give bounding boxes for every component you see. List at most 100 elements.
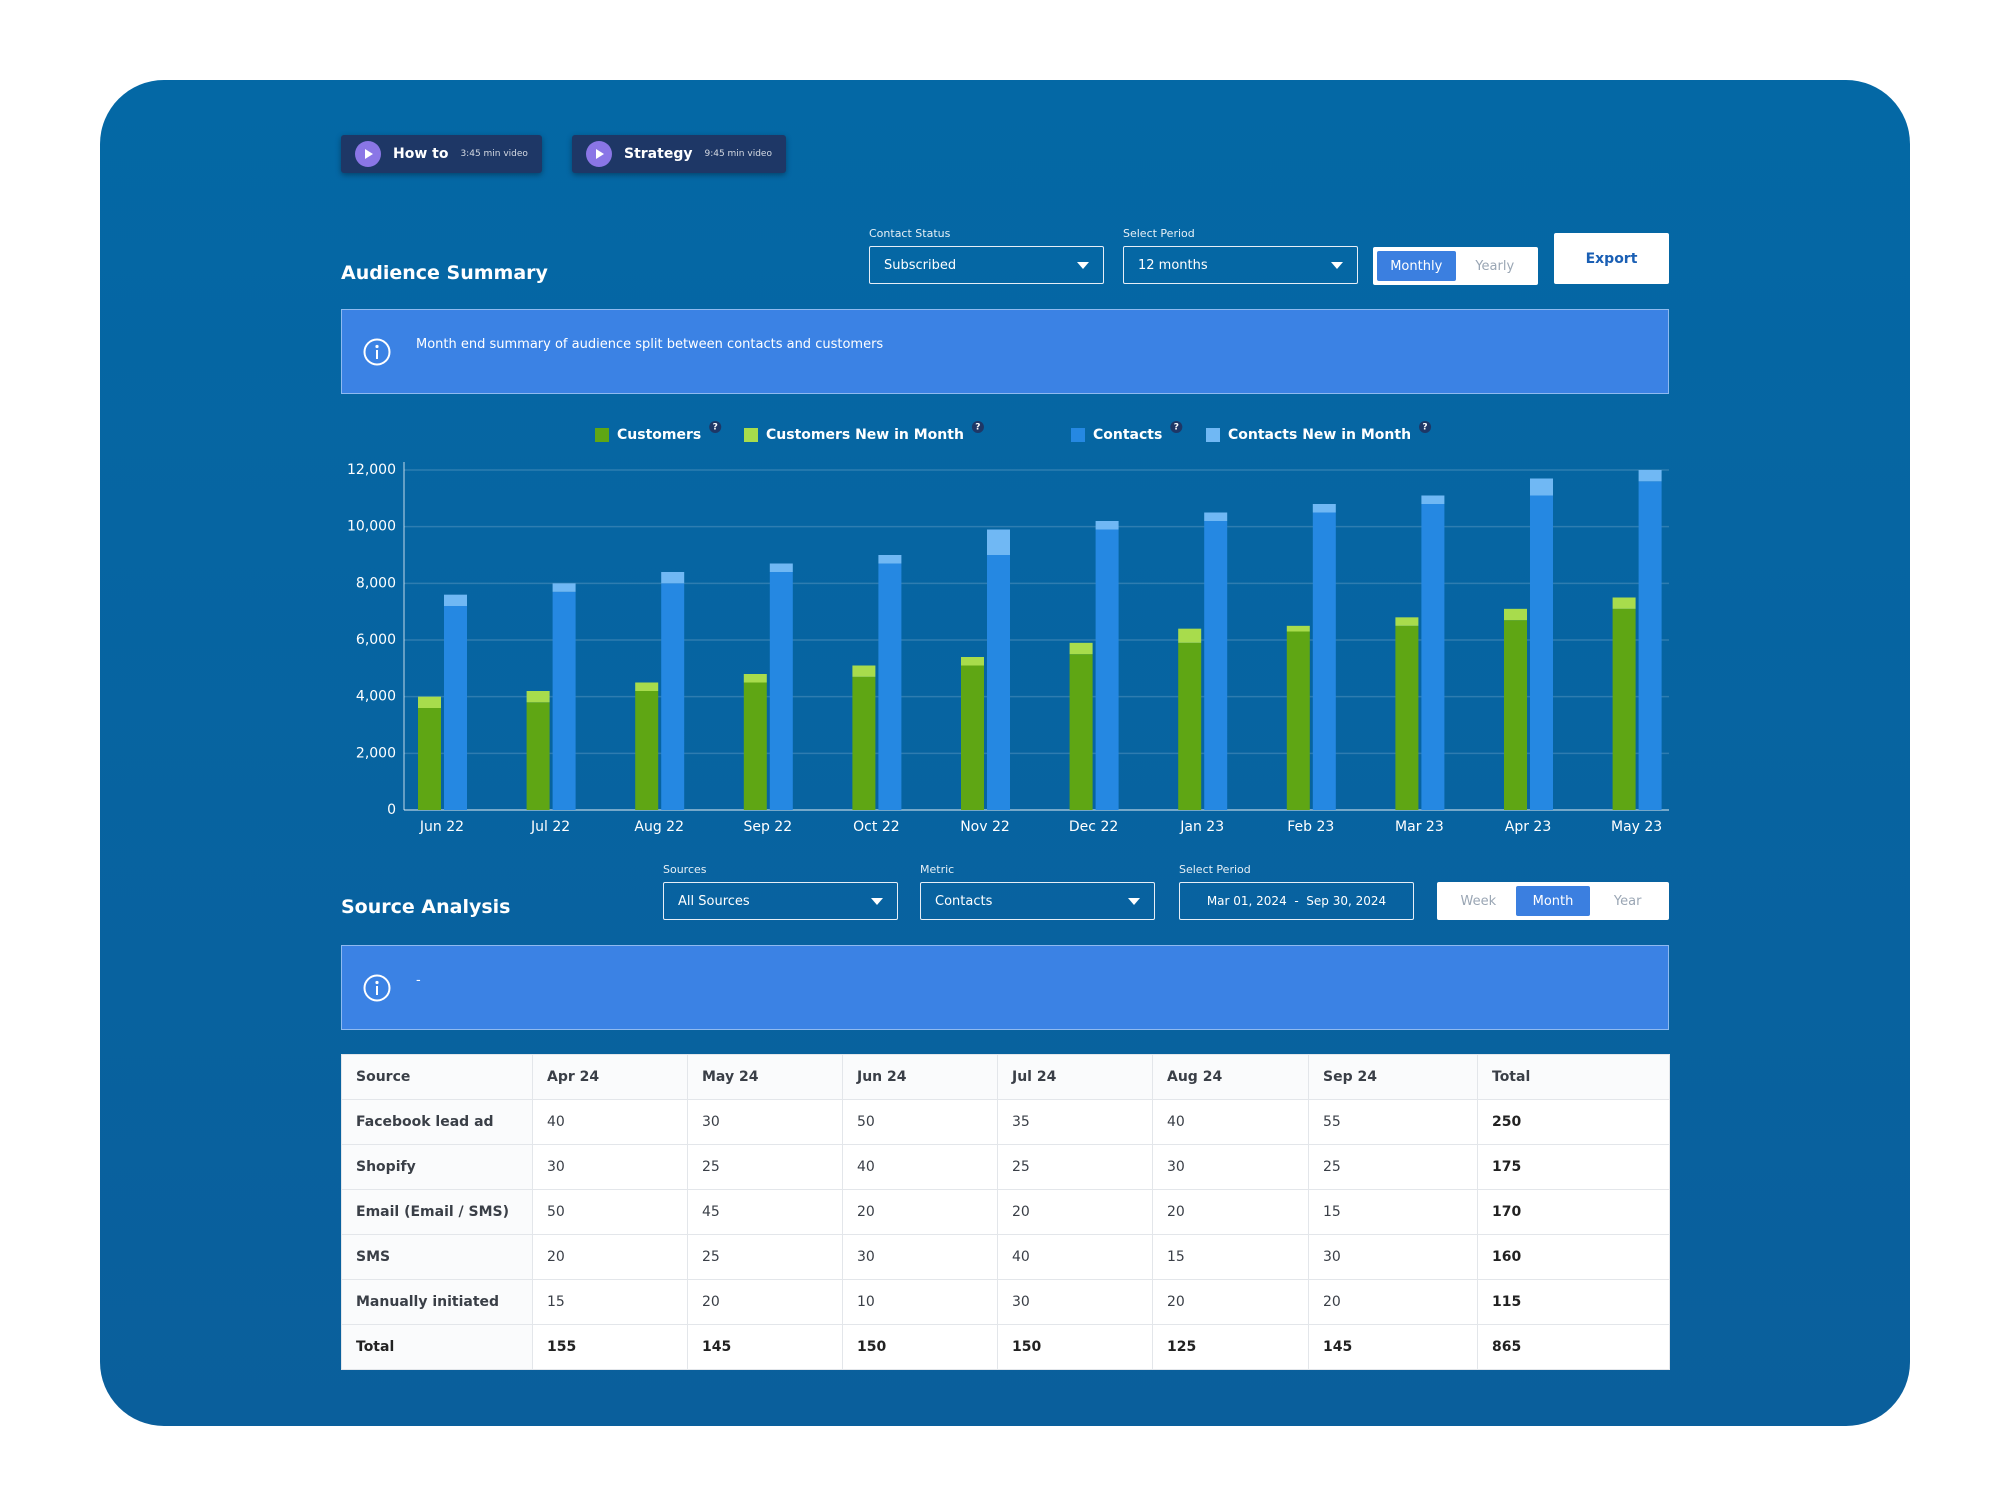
table-cell: 50	[842, 1099, 998, 1145]
table-header-cell: Source	[341, 1054, 533, 1100]
help-icon	[1419, 421, 1432, 433]
table-cell: 15	[1308, 1189, 1478, 1235]
bar	[852, 665, 876, 677]
y-tick-label: 10,000	[347, 519, 396, 535]
dropdown-value: 12 months	[1138, 257, 1208, 273]
table-row: Manually initiated 15 20 10 30 20 20 115	[341, 1279, 1670, 1325]
x-tick-label: Oct 22	[853, 819, 899, 835]
export-button[interactable]: Export	[1554, 233, 1669, 284]
dropdown[interactable]: All Sources	[663, 882, 898, 920]
info-text: Month end summary of audience split betw…	[416, 337, 884, 352]
table-cell: 50	[532, 1189, 688, 1235]
dropdown-value: Contacts	[935, 893, 993, 909]
legend-swatch	[1206, 428, 1220, 442]
table-row: SMS 20 25 30 40 15 30 160	[341, 1234, 1670, 1280]
table-cell: Facebook lead ad	[341, 1099, 533, 1145]
table-cell: 20	[997, 1189, 1153, 1235]
x-tick-label: Feb 23	[1287, 819, 1334, 835]
table-cell: 25	[687, 1144, 843, 1190]
bar	[635, 691, 659, 810]
bar	[743, 682, 767, 810]
legend-swatch	[595, 428, 609, 442]
y-tick-label: 6,000	[356, 632, 396, 648]
video-button[interactable]: How to 3:45 min video	[341, 135, 542, 173]
table-cell: 160	[1477, 1234, 1670, 1280]
table-cell: 865	[1477, 1324, 1670, 1370]
bar	[661, 572, 685, 584]
bar	[878, 555, 902, 564]
table-header-row: Source Apr 24 May 24 Jun 24 Jul 24 Aug 24 Sep …	[341, 1054, 1670, 1100]
table-row: Shopify 30 25 40 25 30 25 175	[341, 1144, 1670, 1190]
table-cell: 20	[1308, 1279, 1478, 1325]
y-tick-label: 2,000	[356, 745, 396, 761]
y-tick-label: 12,000	[347, 462, 396, 478]
bar	[661, 583, 685, 810]
dropdown[interactable]: Contacts	[920, 882, 1155, 920]
table-header-cell: Apr 24	[532, 1054, 688, 1100]
help-icon	[709, 421, 722, 433]
table-cell: 25	[687, 1234, 843, 1280]
bar	[961, 665, 984, 810]
table-cell: 10	[842, 1279, 998, 1325]
help-icon-text: ?	[975, 423, 980, 433]
bar	[1178, 628, 1202, 643]
y-tick-label: 0	[387, 802, 396, 818]
bar	[878, 563, 902, 810]
legend-label: Contacts	[1093, 427, 1162, 443]
bar	[1504, 620, 1527, 810]
bar	[1504, 608, 1527, 621]
bar	[1612, 608, 1636, 810]
bar	[1069, 654, 1093, 810]
bar	[1312, 504, 1336, 513]
toggle-option[interactable]: Yearly	[1475, 258, 1515, 274]
bar	[1204, 521, 1228, 810]
date-range[interactable]: Mar 01, 2024 - Sep 30, 2024	[1179, 882, 1414, 920]
bar	[418, 696, 441, 708]
dropdown[interactable]: Subscribed	[869, 246, 1104, 284]
toggle-option[interactable]: Monthly	[1377, 251, 1456, 281]
bar	[1612, 597, 1636, 609]
info-banner: -	[341, 945, 1669, 1030]
bar	[1421, 495, 1445, 504]
bar	[1286, 625, 1310, 632]
table-cell: 40	[842, 1144, 998, 1190]
bar	[1638, 470, 1662, 482]
table-header-cell: May 24	[687, 1054, 843, 1100]
bar	[552, 591, 576, 810]
bar	[1312, 512, 1336, 810]
info-text: -	[416, 973, 421, 988]
toggle-option[interactable]: Month	[1515, 886, 1591, 916]
bar	[987, 555, 1010, 810]
video-button[interactable]: Strategy 9:45 min video	[572, 135, 786, 173]
bar	[1286, 631, 1310, 810]
bar	[1530, 478, 1553, 496]
bar	[526, 702, 550, 810]
dropdown[interactable]: 12 months	[1123, 246, 1358, 284]
table-cell: 20	[1152, 1189, 1309, 1235]
help-icon	[971, 421, 984, 433]
table-cell: 45	[687, 1189, 843, 1235]
toggle-option[interactable]: Week	[1460, 893, 1497, 909]
y-tick-label: 8,000	[356, 575, 396, 591]
bar	[987, 529, 1010, 555]
play-icon	[586, 141, 612, 167]
table-cell: 55	[1308, 1099, 1478, 1145]
legend-swatch	[1071, 428, 1085, 442]
filter-label: Contact Status	[869, 227, 951, 240]
video-label: Strategy	[624, 146, 693, 162]
help-icon-text: ?	[1174, 423, 1179, 433]
help-icon	[1170, 421, 1183, 433]
bar	[961, 657, 984, 666]
range-toggle: Week Month Year	[1437, 882, 1669, 920]
bar	[444, 594, 467, 606]
table-header-cell: Total	[1477, 1054, 1670, 1100]
table-cell: 150	[842, 1324, 998, 1370]
table-cell: Shopify	[341, 1144, 533, 1190]
info-icon	[363, 338, 391, 365]
table-row: Email (Email / SMS) 50 45 20 20 20 15 170	[341, 1189, 1670, 1235]
x-tick-label: Mar 23	[1395, 819, 1444, 835]
toggle-option[interactable]: Year	[1613, 893, 1642, 909]
table-cell: 15	[532, 1279, 688, 1325]
x-tick-label: Dec 22	[1069, 819, 1118, 835]
